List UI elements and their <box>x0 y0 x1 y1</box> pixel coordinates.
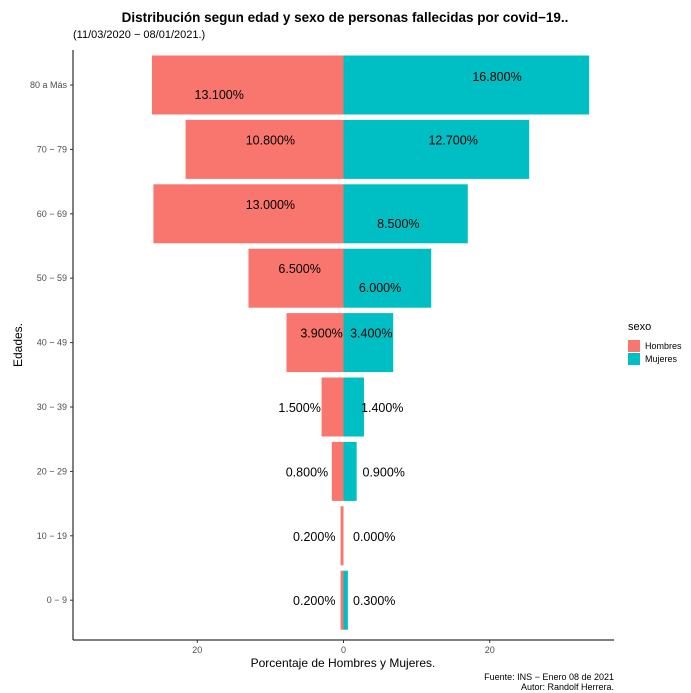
bar-hombres-0 <box>151 55 344 115</box>
bar-mujeres-1 <box>343 119 530 179</box>
legend: sexo Hombres Mujeres <box>628 321 682 365</box>
legend-label-hombres: Hombres <box>645 341 682 351</box>
y-tick-label-7: 10 − 19 <box>37 531 67 541</box>
bar-label-hombres-0: 13.100% <box>195 88 244 102</box>
bar-label-mujeres-4: 3.400% <box>350 327 392 341</box>
bar-hombres-6 <box>331 441 344 501</box>
y-tick-label-8: 0 − 9 <box>47 595 67 605</box>
bars-layer <box>151 55 590 630</box>
x-axis-title: Porcentaje de Hombres y Mujeres. <box>251 656 436 670</box>
caption-author: Autor: Randolf Herrera. <box>521 682 614 692</box>
bar-hombres-2 <box>153 184 344 244</box>
legend-swatch-mujeres <box>628 353 640 365</box>
chart-subtitle: (11/03/2020 − 08/01/2021.) <box>73 29 205 41</box>
legend-swatch-hombres <box>628 340 640 352</box>
bar-label-mujeres-5: 1.400% <box>361 401 403 415</box>
legend-title: sexo <box>628 321 651 333</box>
x-axis-ticks: 20 0 20 <box>192 640 495 655</box>
bar-hombres-7 <box>340 506 344 566</box>
legend-label-mujeres: Mujeres <box>645 354 678 364</box>
bar-label-mujeres-2: 8.500% <box>377 217 419 231</box>
bar-hombres-4 <box>286 313 344 373</box>
bar-labels-layer: 13.100% 10.800% 13.000% 6.500% 3.900% 1.500% 0… <box>195 70 522 608</box>
y-axis-ticks: 80 a Más 70 − 79 60 − 69 50 − 59 40 − 49 30 −… <box>30 80 73 605</box>
chart-title: Distribución segun edad y sexo de person… <box>122 10 569 25</box>
bar-label-hombres-7: 0.200% <box>293 530 335 544</box>
bar-hombres-8 <box>340 570 344 630</box>
bar-mujeres-4 <box>343 313 394 373</box>
bar-label-hombres-6: 0.800% <box>286 465 328 479</box>
bar-mujeres-6 <box>343 441 357 501</box>
bar-mujeres-0 <box>343 55 590 115</box>
x-tick-label-1: 0 <box>341 645 346 655</box>
bar-label-hombres-1: 10.800% <box>246 133 295 147</box>
bar-label-hombres-8: 0.200% <box>293 594 335 608</box>
y-tick-label-2: 60 − 69 <box>37 209 67 219</box>
y-tick-label-6: 20 − 29 <box>37 466 67 476</box>
bar-label-mujeres-8: 0.300% <box>353 594 395 608</box>
y-axis-title: Edades. <box>11 323 25 367</box>
y-tick-label-0: 80 a Más <box>30 80 68 90</box>
bar-label-hombres-3: 6.500% <box>278 262 320 276</box>
bar-label-mujeres-7: 0.000% <box>353 530 395 544</box>
y-tick-label-5: 30 − 39 <box>37 402 67 412</box>
bar-label-hombres-2: 13.000% <box>246 198 295 212</box>
bar-mujeres-8 <box>343 570 348 630</box>
bar-label-hombres-5: 1.500% <box>278 401 320 415</box>
bar-label-mujeres-6: 0.900% <box>363 465 405 479</box>
bar-label-hombres-4: 3.900% <box>300 327 342 341</box>
bar-mujeres-3 <box>343 248 432 308</box>
y-tick-label-3: 50 − 59 <box>37 273 67 283</box>
bar-hombres-1 <box>185 119 344 179</box>
bar-label-mujeres-3: 6.000% <box>359 281 401 295</box>
bar-label-mujeres-0: 16.800% <box>472 70 521 84</box>
x-tick-label-2: 20 <box>485 645 495 655</box>
bar-hombres-3 <box>248 248 344 308</box>
bar-mujeres-5 <box>343 377 364 437</box>
x-tick-label-0: 20 <box>192 645 202 655</box>
bar-hombres-5 <box>321 377 344 437</box>
bar-mujeres-2 <box>343 184 468 244</box>
caption-source: Fuente: INS − Enero 08 de 2021 <box>484 672 614 682</box>
y-tick-label-1: 70 − 79 <box>37 144 67 154</box>
y-tick-label-4: 40 − 49 <box>37 338 67 348</box>
bar-label-mujeres-1: 12.700% <box>428 133 477 147</box>
